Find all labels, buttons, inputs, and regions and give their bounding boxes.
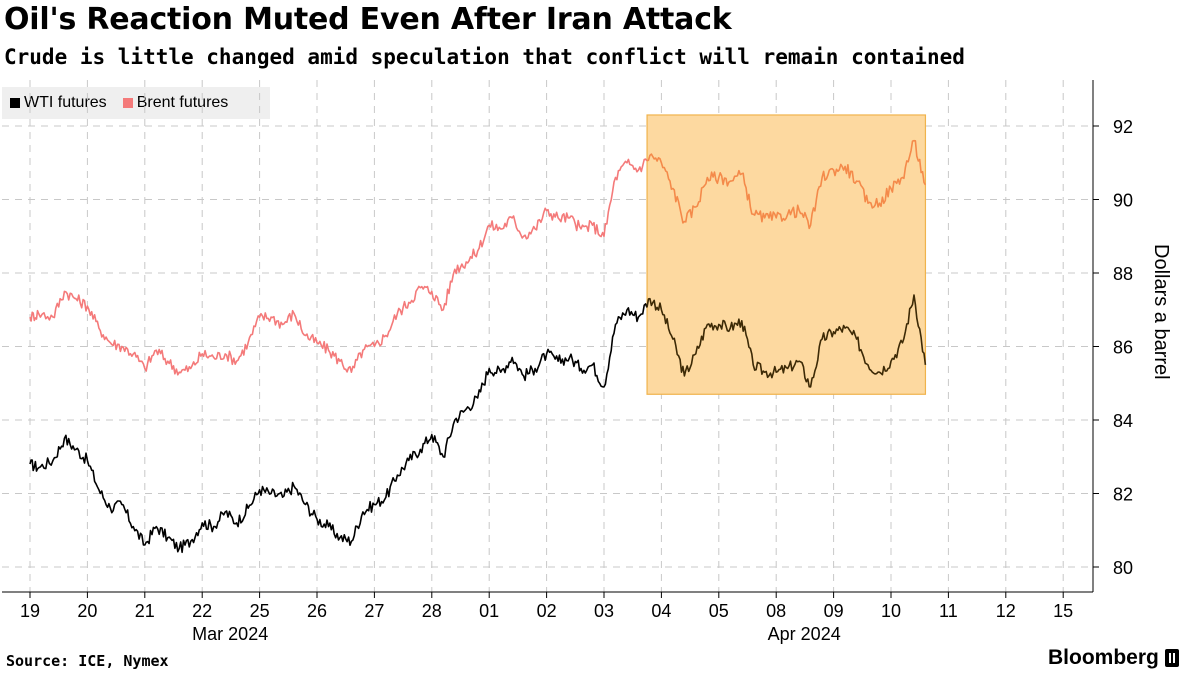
x-month-label: Mar 2024	[192, 624, 268, 644]
series-line-wti	[29, 303, 648, 554]
x-tick-label: 20	[77, 601, 97, 621]
x-tick-label: 27	[364, 601, 384, 621]
legend-item-brent: Brent futures	[122, 94, 229, 112]
y-tick-label: 84	[1113, 411, 1133, 431]
y-tick-label: 86	[1113, 338, 1133, 358]
bloomberg-logo: Bloomberg	[1048, 646, 1179, 670]
legend-label-wti: WTI futures	[24, 94, 107, 111]
chart-title: Oil's Reaction Muted Even After Iran Att…	[4, 2, 732, 37]
series-line-wti-highlighted	[646, 294, 927, 388]
highlight-box	[646, 114, 927, 395]
x-tick-label: 02	[537, 601, 557, 621]
x-tick-label: 01	[479, 601, 499, 621]
bloomberg-badge-icon	[1164, 649, 1179, 667]
chart-subtitle: Crude is little changed amid speculation…	[4, 45, 965, 69]
x-tick-label: 08	[766, 601, 786, 621]
x-tick-label: 12	[996, 601, 1016, 621]
y-axis-title-text: Dollars a barrel	[1150, 244, 1172, 380]
brand-text: Bloomberg	[1048, 646, 1159, 669]
legend-item-wti: WTI futures	[10, 94, 107, 112]
x-tick-label: 28	[422, 601, 442, 621]
x-tick-label: 11	[939, 601, 958, 621]
x-tick-label: 03	[594, 601, 614, 621]
legend: WTI futures Brent futures	[2, 87, 270, 119]
x-tick-label: 05	[709, 601, 729, 621]
x-tick-label: 21	[135, 601, 155, 621]
source-note: Source: ICE, Nymex	[6, 652, 169, 670]
series-line-brent	[29, 158, 648, 376]
legend-label-brent: Brent futures	[136, 94, 229, 111]
x-tick-label: 26	[307, 601, 327, 621]
x-tick-label: 22	[192, 601, 212, 621]
y-tick-label: 80	[1113, 558, 1133, 578]
x-tick-label: 25	[250, 601, 270, 621]
legend-swatch-wti	[10, 98, 20, 108]
y-tick-label: 92	[1113, 117, 1133, 137]
x-tick-label: 04	[651, 601, 671, 621]
legend-swatch-brent	[122, 98, 133, 108]
x-tick-label: 19	[20, 601, 40, 621]
x-tick-label: 09	[824, 601, 844, 621]
y-tick-label: 82	[1113, 485, 1133, 505]
x-tick-label: 15	[1053, 601, 1073, 621]
x-tick-label: 10	[881, 601, 901, 621]
y-tick-label: 90	[1113, 191, 1133, 211]
series-line-brent-highlighted	[646, 139, 927, 230]
x-month-label: Apr 2024	[768, 624, 841, 644]
y-tick-label: 88	[1113, 264, 1133, 284]
